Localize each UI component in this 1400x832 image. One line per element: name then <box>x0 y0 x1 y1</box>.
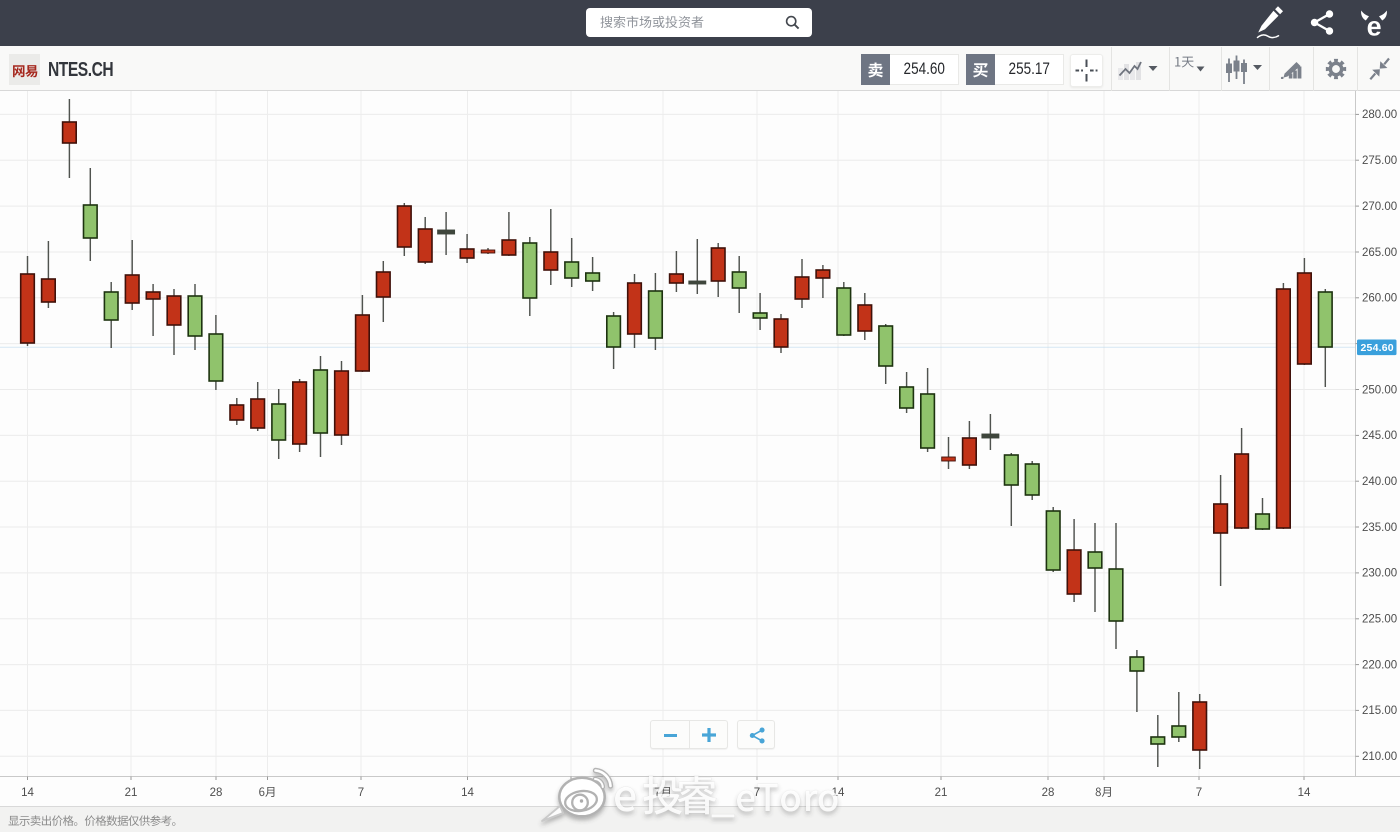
svg-text:265.00: 265.00 <box>1362 247 1397 259</box>
svg-text:225.00: 225.00 <box>1362 614 1397 626</box>
svg-text:270.00: 270.00 <box>1362 201 1397 213</box>
svg-text:245.00: 245.00 <box>1362 430 1397 442</box>
svg-text:280.00: 280.00 <box>1362 109 1397 121</box>
svg-text:210.00: 210.00 <box>1362 751 1397 763</box>
svg-text:230.00: 230.00 <box>1362 568 1397 580</box>
svg-text:260.00: 260.00 <box>1362 293 1397 305</box>
svg-text:7: 7 <box>1196 787 1202 799</box>
svg-text:215.00: 215.00 <box>1362 705 1397 717</box>
svg-text:235.00: 235.00 <box>1362 522 1397 534</box>
svg-text:254.60: 254.60 <box>1361 342 1394 354</box>
svg-text:250.00: 250.00 <box>1362 384 1397 396</box>
svg-text:14: 14 <box>461 787 474 799</box>
svg-text:7: 7 <box>358 787 364 799</box>
svg-text:28: 28 <box>1042 787 1055 799</box>
svg-text:240.00: 240.00 <box>1362 476 1397 488</box>
svg-text:275.00: 275.00 <box>1362 155 1397 167</box>
svg-text:220.00: 220.00 <box>1362 659 1397 671</box>
svg-text:28: 28 <box>210 787 223 799</box>
svg-text:21: 21 <box>125 787 138 799</box>
svg-text:21: 21 <box>935 787 948 799</box>
svg-text:7: 7 <box>754 787 760 799</box>
svg-text:14: 14 <box>21 787 34 799</box>
svg-text:14: 14 <box>1298 787 1311 799</box>
